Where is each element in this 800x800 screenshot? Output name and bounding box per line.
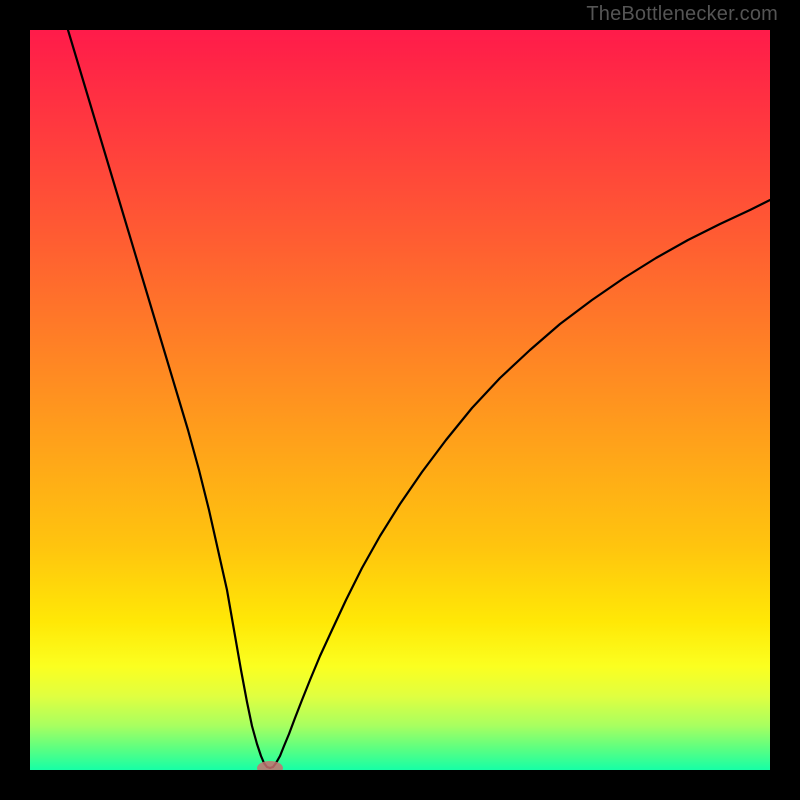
plot-background [30,30,770,770]
plot-svg [30,30,770,770]
watermark-text: TheBottlenecker.com [586,3,778,26]
plot-area [30,30,770,770]
